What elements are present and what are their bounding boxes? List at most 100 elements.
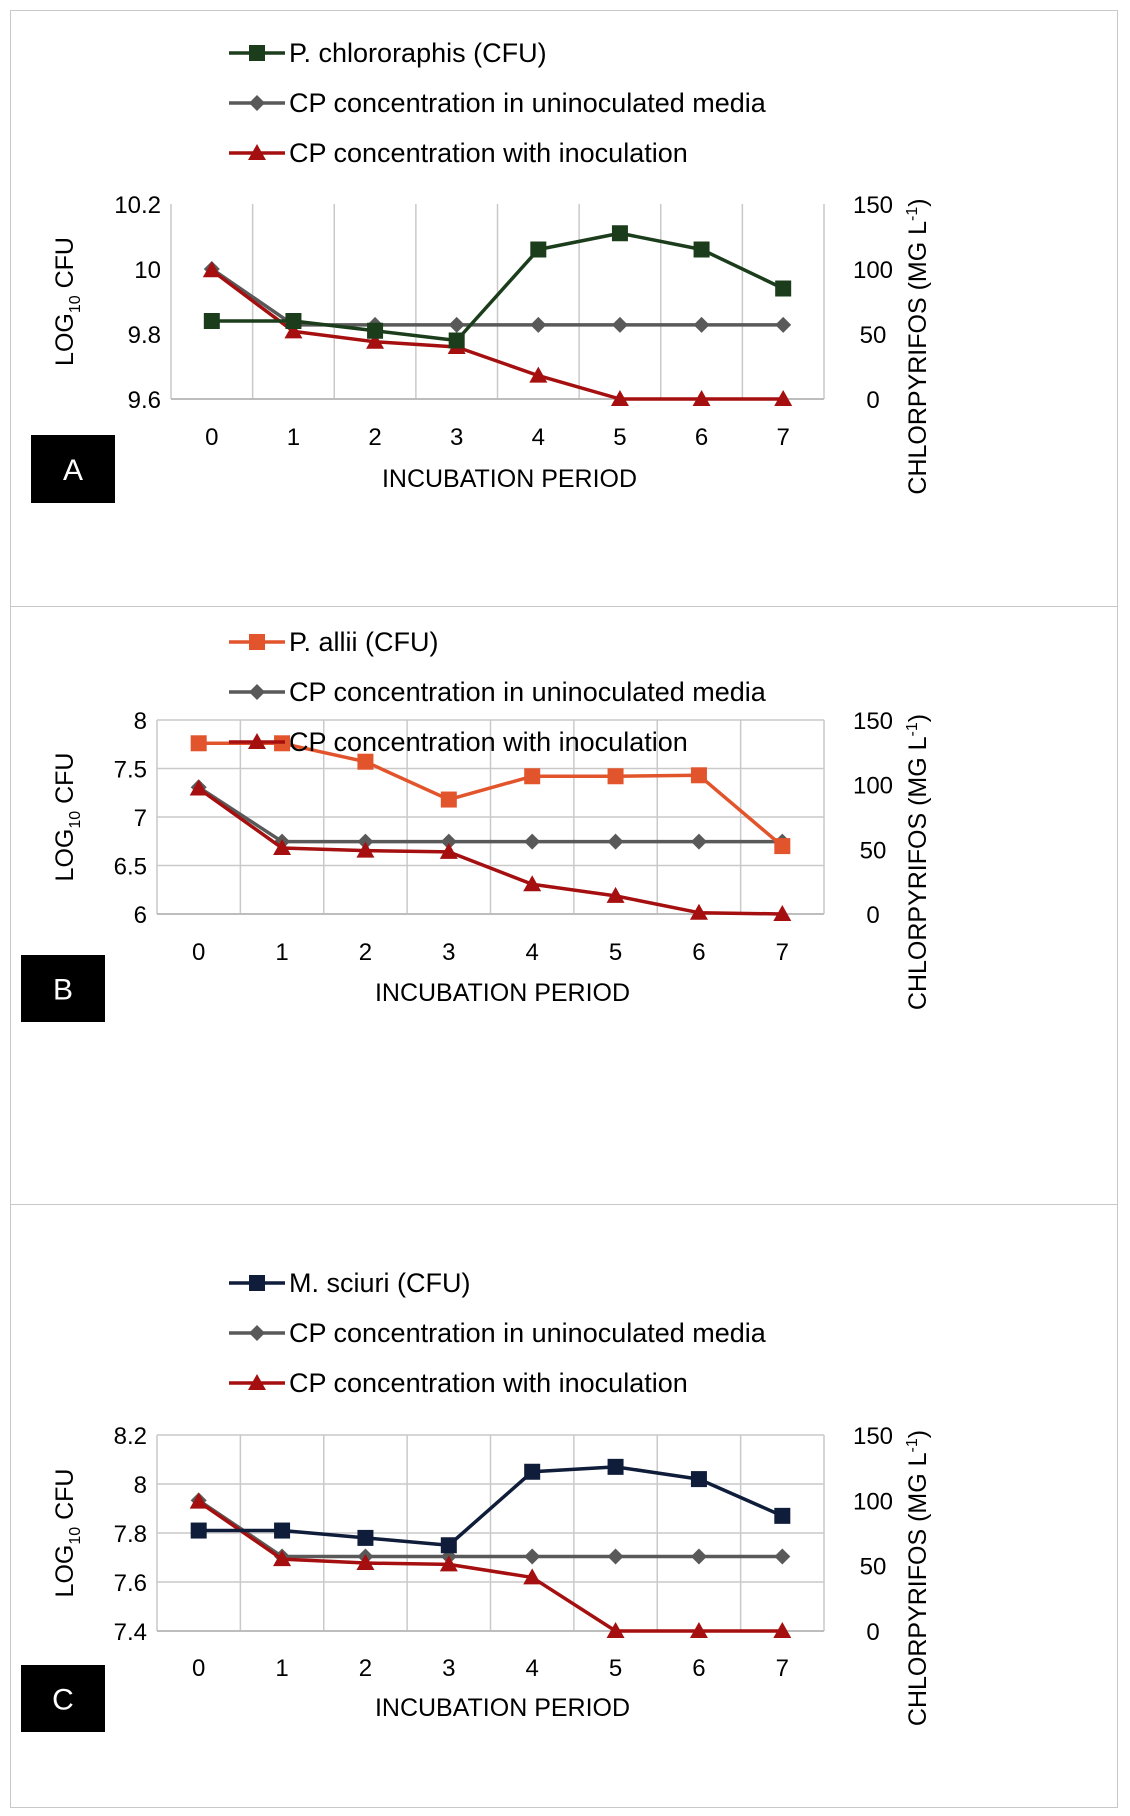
data-point-triangle — [689, 903, 708, 920]
x-tick-label: 6 — [695, 424, 708, 451]
y-right-title-sup: -1 — [904, 1438, 921, 1452]
y-left-tick-label: 7.4 — [114, 1619, 147, 1646]
data-point-square — [357, 753, 374, 770]
series-line — [197, 1500, 783, 1633]
series-line — [210, 267, 784, 327]
y-left-tick-label: 9.6 — [128, 387, 161, 414]
data-point-square — [524, 1463, 541, 1480]
panel-label: B — [53, 974, 73, 1007]
data-point-diamond — [524, 833, 541, 850]
data-point-diamond — [693, 316, 710, 333]
data-point-triangle — [356, 841, 375, 858]
x-tick-label: 1 — [275, 1655, 288, 1682]
y-left-title-sub: 10 — [67, 811, 84, 829]
data-point-triangle — [284, 322, 303, 339]
x-tick-label: 4 — [526, 1655, 539, 1682]
legend-entry-c-0: M. sciuri (CFU) — [229, 1268, 470, 1298]
data-point-square — [448, 332, 465, 349]
legend-entry-b-0: P. allii (CFU) — [229, 627, 439, 657]
data-point-square — [440, 791, 457, 808]
data-point-diamond — [607, 833, 624, 850]
x-tick-label: 1 — [287, 424, 300, 451]
data-point-square — [607, 1458, 624, 1475]
data-point-triangle — [189, 779, 208, 796]
panel-label: A — [63, 454, 83, 487]
data-point-square — [440, 1537, 457, 1554]
y-left-tick-label: 7.8 — [114, 1521, 147, 1548]
y-right-tick-label: 50 — [860, 1554, 887, 1581]
y-left-axis-title: LOG10 CFU — [51, 237, 84, 366]
gridlines-a — [170, 204, 825, 399]
y-right-title-sup: -1 — [904, 722, 921, 736]
data-point-square — [203, 313, 220, 329]
data-point-diamond — [524, 1548, 541, 1565]
data-point-triangle — [202, 261, 221, 278]
series-a-2 — [202, 261, 793, 406]
x-tick-label: 2 — [359, 939, 372, 966]
x-tick-label: 6 — [692, 1655, 705, 1682]
y-left-tick-label: 7.5 — [114, 757, 147, 784]
x-tick-label: 0 — [192, 1655, 205, 1682]
data-point-square — [190, 735, 207, 752]
legend-label: P. allii (CFU) — [289, 627, 439, 657]
data-point-triangle — [356, 1554, 375, 1571]
x-tick-label: 5 — [609, 939, 622, 966]
y-right-title-rest: ) — [904, 1430, 932, 1438]
y-left-title-sub: 10 — [67, 295, 84, 313]
x-tick-label: 7 — [776, 939, 789, 966]
y-left-tick-label: 8 — [134, 1472, 147, 1499]
x-tick-label: 2 — [368, 424, 381, 451]
y-right-title-main: CHLORPYRIFOS (MG L — [904, 1452, 932, 1726]
data-point-triangle — [529, 366, 548, 383]
data-point-triangle — [273, 839, 292, 856]
x-axis-title: INCUBATION PERIOD — [375, 1694, 630, 1722]
series-b-2 — [189, 779, 792, 921]
y-right-tick-label: 0 — [866, 387, 879, 414]
y-right-tick-label: 50 — [860, 322, 887, 349]
legend-swatch-marker — [249, 1275, 265, 1291]
series-c-1 — [190, 1492, 791, 1565]
x-tick-label: 0 — [205, 424, 218, 451]
y-left-tick-label: 10 — [134, 257, 161, 284]
data-point-diamond — [775, 316, 792, 333]
data-point-triangle — [773, 1622, 792, 1638]
data-point-triangle — [523, 875, 542, 892]
legend-entry-c-1: CP concentration in uninoculated media — [229, 1318, 767, 1348]
y-left-tick-label: 7.6 — [114, 1570, 147, 1597]
y-left-tick-label: 10.2 — [114, 192, 161, 219]
series-line — [197, 1498, 783, 1559]
data-point-triangle — [439, 842, 458, 859]
data-point-square — [524, 768, 541, 785]
x-axis-title: INCUBATION PERIOD — [382, 465, 637, 493]
data-point-diamond — [774, 1548, 791, 1565]
data-point-triangle — [689, 1622, 708, 1638]
y-right-title-rest: ) — [904, 714, 932, 722]
x-tick-label: 4 — [526, 939, 539, 966]
series-b-0 — [190, 735, 791, 855]
data-point-square — [357, 1529, 374, 1546]
data-point-square — [690, 1471, 707, 1488]
legend-entry-a-2: CP concentration with inoculation — [229, 138, 688, 168]
data-point-triangle — [189, 1492, 208, 1509]
series-line — [198, 1465, 784, 1547]
series-line — [198, 741, 784, 848]
y-left-tick-label: 6 — [134, 902, 147, 929]
y-right-title-main: CHLORPYRIFOS (MG L — [904, 736, 932, 1010]
legend-swatch-marker — [249, 684, 265, 700]
data-point-square — [190, 1522, 207, 1539]
series-line — [211, 231, 784, 343]
series-line — [210, 268, 784, 401]
data-point-square — [274, 1522, 291, 1539]
data-point-triangle — [439, 1555, 458, 1572]
y-left-title-rest: CFU — [51, 753, 79, 811]
y-right-tick-label: 0 — [866, 1619, 879, 1646]
x-tick-label: 7 — [777, 424, 790, 451]
data-point-triangle — [610, 390, 629, 406]
y-right-tick-label: 100 — [853, 773, 893, 800]
legend-entry-b-1: CP concentration in uninoculated media — [229, 677, 767, 707]
legend-label: CP concentration in uninoculated media — [289, 677, 767, 707]
data-point-square — [607, 768, 624, 785]
legend-entry-c-2: CP concentration with inoculation — [229, 1368, 688, 1398]
chart-c-svg: 7.4 7.6 7.8 8 8.2 0 50 100 150 0 1 2 3 4 5 6 7 INCUBATION… — [21, 1268, 932, 1732]
data-point-triangle — [606, 1622, 625, 1638]
